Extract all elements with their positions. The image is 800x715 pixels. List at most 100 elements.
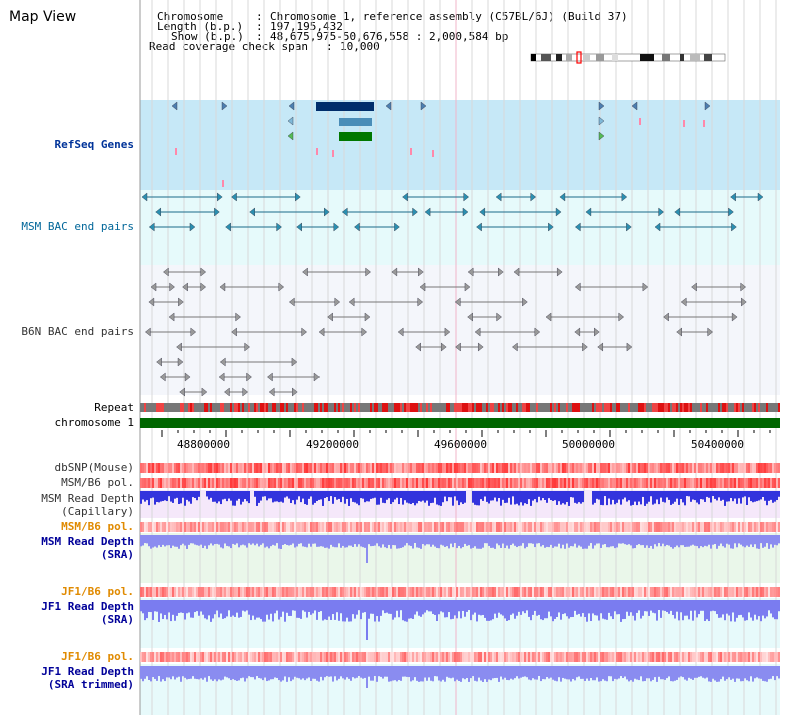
repeat-segment — [204, 403, 206, 412]
repeat-track[interactable] — [140, 403, 780, 412]
msm-depth-sra-bar — [684, 535, 686, 547]
dbsnp-cell — [246, 463, 248, 473]
msm-bac-track[interactable] — [141, 192, 764, 232]
msm-b6-pol-cell — [620, 478, 622, 488]
jf1-b6-pol-cell — [580, 652, 582, 662]
dbsnp-cell — [584, 463, 586, 473]
dbsnp-label[interactable]: dbSNP(Mouse) — [54, 461, 134, 474]
heatmap-tracks[interactable] — [140, 463, 780, 662]
jf1-read-depth-trimmed-label[interactable]: JF1 Read Depth — [41, 665, 134, 678]
b6n-bac-track[interactable] — [145, 267, 747, 397]
msm-b6-pol-cell — [672, 522, 674, 532]
dbsnp-cell — [642, 463, 644, 473]
jf1-depth-trimmed-bar — [288, 666, 290, 678]
jf1-b6-pol-cell — [702, 587, 704, 597]
msm-b6-pol-cell — [232, 522, 234, 532]
jf1-depth-trimmed-bar — [514, 666, 516, 679]
jf1-depth-sra-bar — [200, 600, 202, 612]
msm-b6-pol-cell — [564, 478, 566, 488]
jf1-depth-sra-bar — [446, 600, 448, 618]
jf1-b6-pol-cell — [566, 587, 568, 597]
msm-read-depth-sra-label[interactable]: MSM Read Depth — [41, 535, 134, 548]
msm-b6-pol-label[interactable]: MSM/B6 pol. — [61, 476, 134, 489]
repeat-segment — [492, 403, 494, 412]
jf1-depth-sra-bar — [256, 600, 258, 618]
msm-depth-sra-bar — [472, 535, 474, 548]
repeat-segment — [370, 403, 372, 412]
bac-end-right — [582, 342, 588, 352]
msm-b6-pol-cell — [308, 522, 310, 532]
jf1-b6-pol-label-2[interactable]: JF1/B6 pol. — [61, 650, 134, 663]
jf1-b6-pol-cell — [768, 587, 770, 597]
jf1-depth-sra-bar — [624, 600, 626, 619]
repeat-segment — [480, 403, 482, 412]
jf1-b6-pol-cell — [326, 587, 328, 597]
jf1-b6-pol-cell — [380, 652, 382, 662]
jf1-b6-pol-cell — [668, 587, 670, 597]
msm-b6-pol-cell — [434, 522, 436, 532]
read-depth-tracks[interactable] — [140, 491, 780, 688]
msm-b6-pol-cell — [460, 522, 462, 532]
msm-b6-pol-cell — [584, 522, 586, 532]
refseq-genes-label[interactable]: RefSeq Genes — [54, 138, 134, 151]
msm-depth-sra-bar — [734, 535, 736, 544]
msm-read-depth-capillary-label[interactable]: MSM Read Depth — [41, 492, 134, 505]
msm-depth-capillary-bar — [208, 491, 210, 500]
chromosome-ideogram[interactable] — [530, 51, 726, 64]
jf1-b6-pol-cell — [198, 587, 200, 597]
b6n-bac-label[interactable]: B6N BAC end pairs — [21, 325, 134, 338]
jf1-depth-sra-bar — [302, 600, 304, 611]
jf1-depth-sra-bar — [370, 600, 372, 614]
jf1-b6-pol-cell — [446, 587, 448, 597]
dbsnp-cell — [156, 463, 158, 473]
jf1-b6-pol-cell — [396, 652, 398, 662]
repeat-segment — [476, 403, 478, 412]
refseq-genes-track[interactable] — [171, 101, 711, 187]
msm-b6-pol-cell — [508, 478, 510, 488]
jf1-b6-pol-cell — [190, 652, 192, 662]
page-title: Map View — [9, 9, 77, 25]
jf1-b6-pol-cell — [486, 652, 488, 662]
dbsnp-cell — [222, 463, 224, 473]
dbsnp-cell — [624, 463, 626, 473]
jf1-b6-pol-cell — [202, 652, 204, 662]
msm-b6-pol-label-2[interactable]: MSM/B6 pol. — [61, 520, 134, 533]
chromosome-bar[interactable] — [140, 418, 780, 437]
jf1-b6-pol-cell — [346, 652, 348, 662]
dbsnp-cell — [640, 463, 642, 473]
msm-depth-capillary-bar — [560, 491, 562, 505]
msm-b6-pol-cell — [718, 522, 720, 532]
jf1-depth-trimmed-bar — [286, 666, 288, 682]
jf1-b6-pol-cell — [754, 587, 756, 597]
jf1-b6-pol-cell — [348, 652, 350, 662]
jf1-b6-pol-cell — [240, 587, 242, 597]
bac-end-left — [318, 327, 325, 337]
jf1-depth-trimmed-bar — [356, 666, 358, 678]
msm-b6-pol-cell — [284, 522, 286, 532]
msm-b6-pol-cell — [340, 522, 342, 532]
jf1-b6-pol-cell — [336, 587, 338, 597]
dbsnp-cell — [546, 463, 548, 473]
jf1-b6-pol-cell — [380, 587, 382, 597]
jf1-b6-pol-cell — [576, 587, 578, 597]
jf1-read-depth-sra-label[interactable]: JF1 Read Depth — [41, 600, 134, 613]
jf1-depth-sra-bar — [566, 600, 568, 617]
msm-depth-sra-bar — [206, 535, 208, 549]
msm-b6-pol-cell — [324, 522, 326, 532]
jf1-depth-sra-bar — [320, 600, 322, 612]
jf1-depth-trimmed-bar — [330, 666, 332, 677]
jf1-depth-trimmed-bar — [644, 666, 646, 682]
jf1-depth-sra-bar — [308, 600, 310, 612]
dbsnp-cell — [612, 463, 614, 473]
gene-strand-arrow — [171, 101, 178, 111]
dbsnp-cell — [374, 463, 376, 473]
jf1-b6-pol-cell — [506, 652, 508, 662]
jf1-depth-sra-bar — [296, 600, 298, 618]
msm-bac-label[interactable]: MSM BAC end pairs — [21, 220, 134, 233]
jf1-b6-pol-label[interactable]: JF1/B6 pol. — [61, 585, 134, 598]
dbsnp-cell — [504, 463, 506, 473]
dbsnp-cell — [350, 463, 352, 473]
msm-depth-capillary-bar — [224, 491, 226, 499]
dbsnp-cell — [354, 463, 356, 473]
